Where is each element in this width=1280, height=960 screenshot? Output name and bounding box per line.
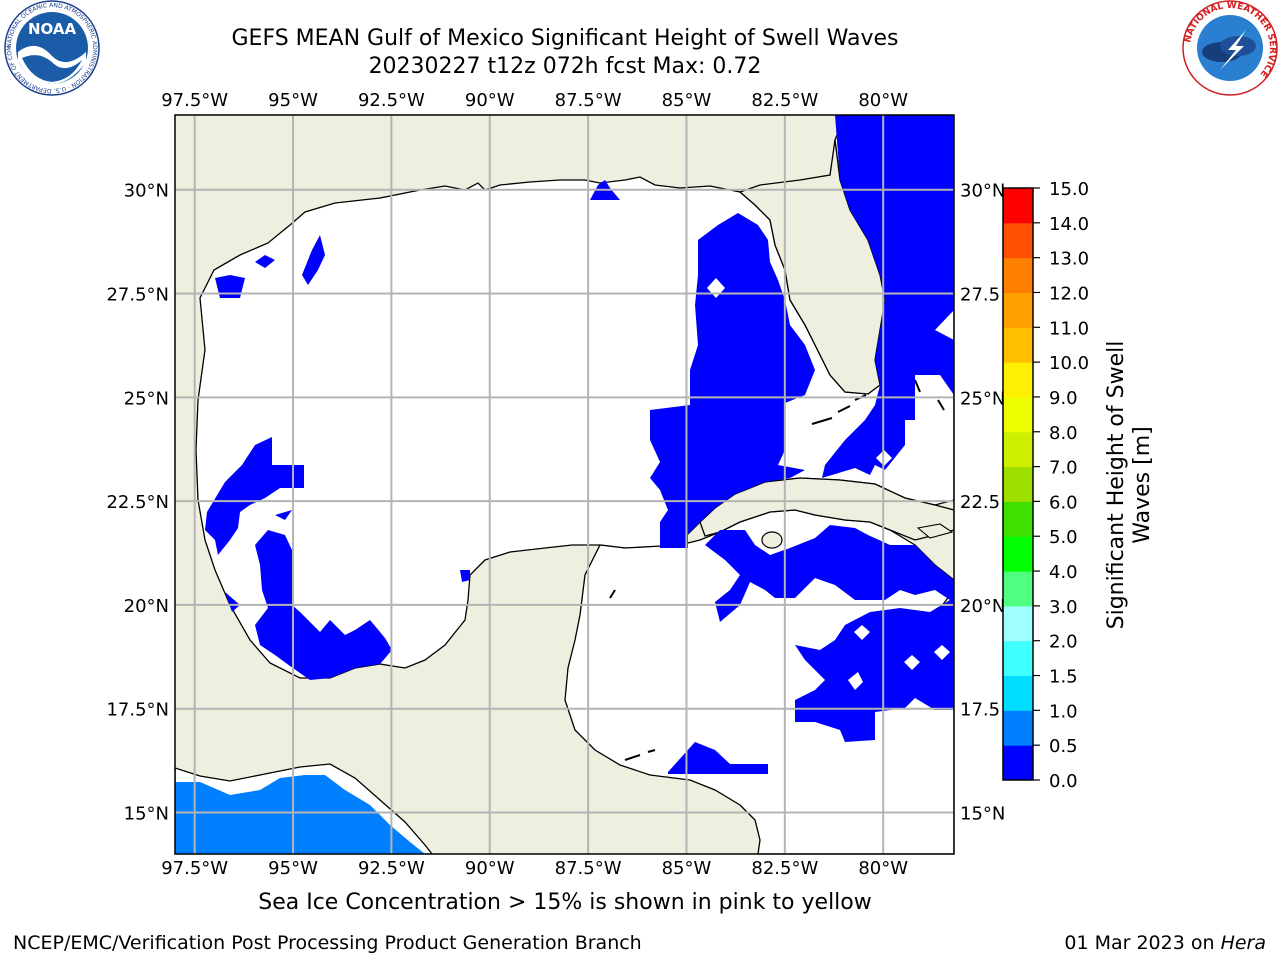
lon-label-bottom: 90°W xyxy=(465,858,515,879)
lon-labels-bottom: 97.5°W 95°W 92.5°W 90°W 87.5°W 85°W 82.5°W 80°W xyxy=(161,858,908,879)
colorbar-segment xyxy=(1003,396,1033,433)
colorbar-segment xyxy=(1003,536,1033,572)
colorbar: 0.0 0.5 1.0 1.5 2.0 3.0 4.0 5.0 6.0 7.0 8.0 9.0 10.0… xyxy=(1002,179,1089,792)
noaa-logo-text: NOAA xyxy=(28,20,77,38)
lat-label-right: 27.5 xyxy=(960,285,1000,306)
lon-label-bottom: 95°W xyxy=(268,858,318,879)
lon-label-bottom: 85°W xyxy=(662,858,712,879)
lon-label-top: 82.5°W xyxy=(751,90,818,111)
colorbar-segment xyxy=(1003,745,1033,781)
lon-label-top: 80°W xyxy=(858,90,908,111)
colorbar-segment xyxy=(1003,431,1033,468)
colorbar-segment xyxy=(1003,257,1033,293)
colorbar-segment xyxy=(1003,501,1033,537)
colorbar-tick-label: 6.0 xyxy=(1049,492,1078,513)
lon-label-bottom: 82.5°W xyxy=(751,858,818,879)
lon-label-top: 87.5°W xyxy=(555,90,622,111)
lat-label-right: 15°N xyxy=(960,803,1005,824)
lon-labels-top: 97.5°W 95°W 92.5°W 90°W 87.5°W 85°W 82.5°W 80°W xyxy=(161,90,908,111)
colorbar-tick-label: 5.0 xyxy=(1049,527,1078,548)
map-area xyxy=(175,115,954,854)
lat-label-left: 22.5°N xyxy=(106,492,169,513)
lat-label-right: 22.5 xyxy=(960,492,1000,513)
lat-label-right: 20°N xyxy=(960,596,1005,617)
colorbar-tick-label: 0.5 xyxy=(1049,736,1078,757)
colorbar-segment xyxy=(1003,571,1033,607)
lon-label-top: 97.5°W xyxy=(161,90,228,111)
colorbar-tick-label: 14.0 xyxy=(1049,214,1089,235)
lat-label-left: 27.5°N xyxy=(106,285,169,306)
lat-label-left: 25°N xyxy=(124,388,169,409)
colorbar-tick-label: 1.0 xyxy=(1049,701,1078,722)
cozumel xyxy=(609,589,616,599)
colorbar-tick-label: 10.0 xyxy=(1049,353,1089,374)
lat-label-right: 17.5 xyxy=(960,700,1000,721)
colorbar-segment xyxy=(1003,222,1033,259)
colorbar-segment xyxy=(1003,327,1033,363)
footer-machine: Hera xyxy=(1220,932,1266,954)
swell-height-pacific xyxy=(175,775,425,854)
colorbar-tick-label: 2.0 xyxy=(1049,632,1078,653)
colorbar-segment xyxy=(1003,188,1033,224)
bay-islands xyxy=(624,749,656,761)
colorbar-tick-label: 3.0 xyxy=(1049,597,1078,618)
colorbar-segment xyxy=(1003,640,1033,677)
colorbar-tick-label: 9.0 xyxy=(1049,388,1078,409)
lon-label-top: 90°W xyxy=(465,90,515,111)
lat-label-left: 17.5°N xyxy=(106,700,169,721)
graticule xyxy=(175,115,954,854)
lon-label-top: 92.5°W xyxy=(358,90,425,111)
footer-branch: NCEP/EMC/Verification Post Processing Pr… xyxy=(13,932,642,954)
colorbar-tick-label: 15.0 xyxy=(1049,179,1089,200)
isla-juventud xyxy=(761,531,783,549)
colorbar-tick-label: 4.0 xyxy=(1049,562,1078,583)
colorbar-segment xyxy=(1003,362,1033,398)
lat-label-left: 15°N xyxy=(124,803,169,824)
footer-date: 01 Mar 2023 on Hera xyxy=(1064,932,1266,954)
lat-label-left: 30°N xyxy=(124,181,169,202)
sea-ice-caption: Sea Ice Concentration > 15% is shown in … xyxy=(258,890,872,915)
colorbar-segment xyxy=(1003,292,1033,328)
colorbar-tick-label: 8.0 xyxy=(1049,423,1078,444)
colorbar-segment xyxy=(1003,710,1033,746)
chart-subtitle: 20230227 t12z 072h fcst Max: 0.72 xyxy=(368,54,762,79)
colorbar-segment xyxy=(1003,675,1033,711)
lon-label-bottom: 80°W xyxy=(858,858,908,879)
map-frame xyxy=(174,114,955,855)
colorbar-frame xyxy=(1002,187,1034,781)
lat-label-left: 20°N xyxy=(124,596,169,617)
colorbar-tick-label: 12.0 xyxy=(1049,283,1089,304)
jamaica xyxy=(916,523,954,539)
colorbar-tick-label: 13.0 xyxy=(1049,249,1089,270)
nws-logo: NATIONAL WEATHER SERVICE xyxy=(1182,0,1278,96)
lat-label-right: 25°N xyxy=(960,388,1005,409)
lat-label-right: 30°N xyxy=(960,181,1005,202)
lon-label-bottom: 92.5°W xyxy=(358,858,425,879)
colorbar-segment xyxy=(1003,605,1033,642)
noaa-logo: NOAA NATIONAL OCEANIC AND ATMOSPHERIC AD… xyxy=(0,0,100,96)
lon-label-top: 85°W xyxy=(662,90,712,111)
lon-label-top: 95°W xyxy=(268,90,318,111)
lat-labels-left: 30°N 27.5°N 25°N 22.5°N 20°N 17.5°N 15°N xyxy=(106,181,169,825)
colorbar-tick-label: 0.0 xyxy=(1049,771,1078,792)
colorbar-segment xyxy=(1003,466,1033,502)
colorbar-tick-label: 11.0 xyxy=(1049,318,1089,339)
footer-date-text: 01 Mar 2023 on xyxy=(1064,932,1221,954)
lon-label-bottom: 97.5°W xyxy=(161,858,228,879)
colorbar-tick-label: 1.5 xyxy=(1049,667,1078,688)
lat-labels-right: 30°N 27.5 25°N 22.5 20°N 17.5 15°N xyxy=(960,181,1005,825)
swell-height-low xyxy=(205,115,954,774)
colorbar-label: Significant Height of Swell Waves [m] xyxy=(1104,340,1155,630)
chart-title: GEFS MEAN Gulf of Mexico Significant Hei… xyxy=(231,26,899,51)
lon-label-bottom: 87.5°W xyxy=(555,858,622,879)
colorbar-tick-label: 7.0 xyxy=(1049,458,1078,479)
